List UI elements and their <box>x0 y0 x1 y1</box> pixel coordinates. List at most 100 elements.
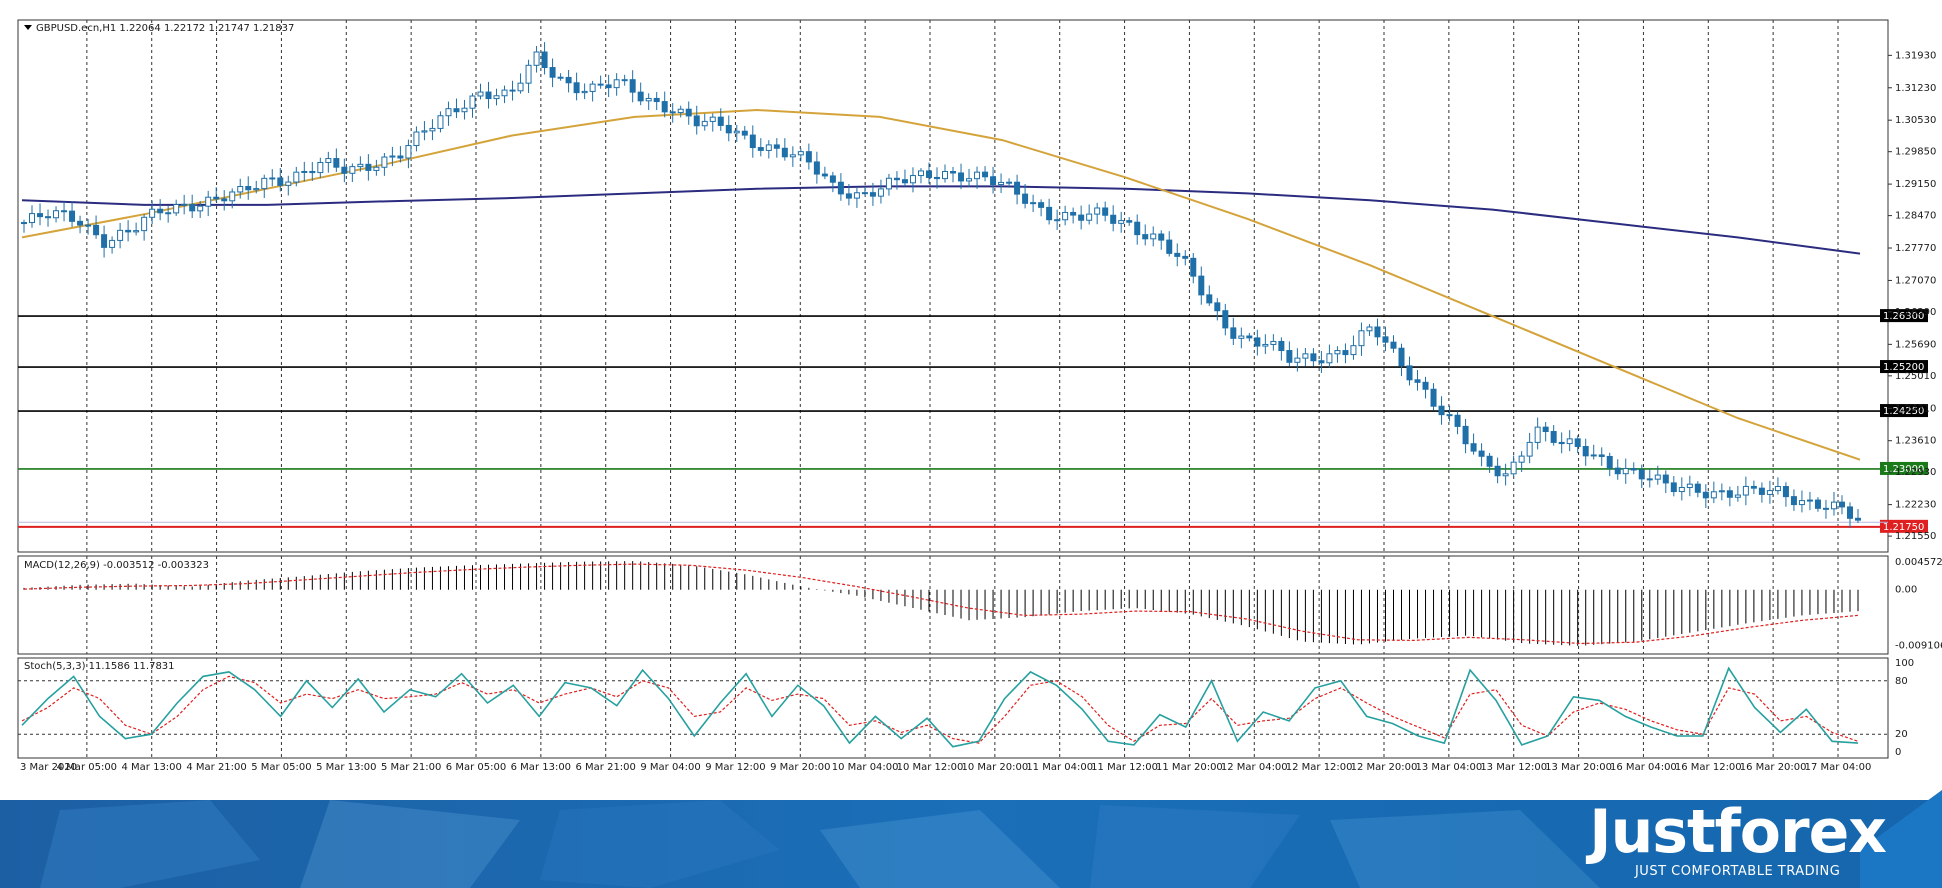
candle-body <box>805 151 812 163</box>
x-tick-label: 10 Mar 12:00 <box>897 762 964 773</box>
x-tick-label: 6 Mar 21:00 <box>576 762 636 773</box>
candle-body <box>1726 490 1733 498</box>
x-tick-label: 16 Mar 20:00 <box>1740 762 1807 773</box>
candle-body <box>998 181 1005 186</box>
candle-body <box>373 166 380 171</box>
level-badge-label: 1.21750 <box>1883 522 1924 533</box>
candle-body <box>253 188 260 191</box>
candle-body <box>1110 214 1117 224</box>
candle-body <box>1574 438 1581 448</box>
candle-body <box>942 171 949 180</box>
candle-body <box>773 144 780 149</box>
candle-body <box>573 82 580 94</box>
candle-body <box>1566 438 1573 445</box>
candle-body <box>1142 234 1149 240</box>
candle-body <box>1798 500 1805 506</box>
y-tick-label: 1.31930 <box>1895 50 1936 61</box>
footer-background <box>0 790 1942 888</box>
x-tick-label: 16 Mar 12:00 <box>1675 762 1742 773</box>
candle-body <box>1638 469 1645 480</box>
candle-body <box>1534 426 1541 443</box>
x-tick-label: 12 Mar 12:00 <box>1286 762 1353 773</box>
candle-body <box>693 115 700 127</box>
y-tick-label: 1.30530 <box>1895 115 1936 126</box>
y-tick-label: 1.25690 <box>1895 339 1936 350</box>
candle-body <box>565 76 572 84</box>
x-tick-label: 5 Mar 05:00 <box>251 762 311 773</box>
candle-body <box>1358 330 1365 347</box>
candle-body <box>966 178 973 182</box>
candle-body <box>261 177 268 190</box>
candle-body <box>1710 491 1717 499</box>
candle-body <box>1630 468 1637 471</box>
candle-body <box>605 84 612 89</box>
candle-body <box>1118 220 1125 224</box>
candle-body <box>669 111 676 114</box>
candle-body <box>781 147 788 158</box>
candle-body <box>893 177 900 181</box>
candle-body <box>1494 465 1501 477</box>
macd-signal-line <box>23 563 1859 645</box>
x-tick-label: 12 Mar 04:00 <box>1221 762 1288 773</box>
candle-body <box>1294 357 1301 363</box>
candle-body <box>1542 426 1549 433</box>
footer-deco-shape <box>820 810 1060 888</box>
candle-body <box>1414 379 1421 383</box>
candle-body <box>557 76 564 79</box>
moving-averages <box>21 108 1861 461</box>
candle-body <box>1350 345 1357 356</box>
candle-body <box>1262 343 1269 347</box>
candle-body <box>1430 388 1437 407</box>
stoch-y-tick-label: 0 <box>1895 747 1901 758</box>
candle-body <box>493 95 500 100</box>
candle-body <box>797 151 804 156</box>
candle-body <box>645 97 652 102</box>
x-tick-label: 13 Mar 20:00 <box>1545 762 1612 773</box>
candle-body <box>885 177 892 190</box>
horizontal-levels: 1.26300 1.25200 1.24250 1.23000 1.21750 <box>18 309 1928 533</box>
candle-body <box>1806 499 1813 502</box>
candle-body <box>717 116 724 126</box>
candle-body <box>277 177 284 186</box>
candle-body <box>861 192 868 195</box>
x-tick-label: 11 Mar 04:00 <box>1026 762 1093 773</box>
candle-body <box>293 171 300 183</box>
y-tick-label: 1.27070 <box>1895 275 1936 286</box>
candle-body <box>1326 353 1333 364</box>
candle-body <box>1078 214 1085 221</box>
price-panel <box>17 19 1889 553</box>
candle-body <box>845 193 852 199</box>
candle-body <box>765 144 772 151</box>
candle-body <box>541 51 548 69</box>
macd-panel-title: MACD(12,26,9) -0.003512 -0.003323 <box>24 560 209 571</box>
candle-body <box>1486 455 1493 467</box>
candle-body <box>733 130 740 134</box>
candle-body <box>877 188 884 197</box>
candle-body <box>365 163 372 171</box>
x-tick-label: 6 Mar 05:00 <box>446 762 506 773</box>
candle-body <box>1014 181 1021 195</box>
candle-body <box>1030 202 1037 205</box>
macd-series <box>23 561 1859 646</box>
candle-body <box>1470 443 1477 452</box>
candle-body <box>869 192 876 197</box>
candle-body <box>1190 257 1197 277</box>
candle-body <box>61 210 68 213</box>
candle-body <box>1238 335 1245 339</box>
candle-body <box>1302 353 1309 359</box>
candle-body <box>1718 490 1725 493</box>
candle-body <box>381 156 388 168</box>
candle-body <box>1855 517 1861 521</box>
candle-body <box>1174 252 1181 257</box>
candle-body <box>974 171 981 180</box>
x-tick-label: 9 Mar 20:00 <box>770 762 830 773</box>
candle-body <box>1758 487 1765 495</box>
candle-body <box>77 220 84 226</box>
candle-body <box>990 176 997 186</box>
y-tick-label: 1.21550 <box>1895 531 1936 542</box>
y-tick-label: 1.29850 <box>1895 147 1936 158</box>
symbol-dropdown-icon[interactable] <box>24 25 32 30</box>
x-tick-label: 17 Mar 04:00 <box>1805 762 1872 773</box>
candle-body <box>1214 302 1221 312</box>
